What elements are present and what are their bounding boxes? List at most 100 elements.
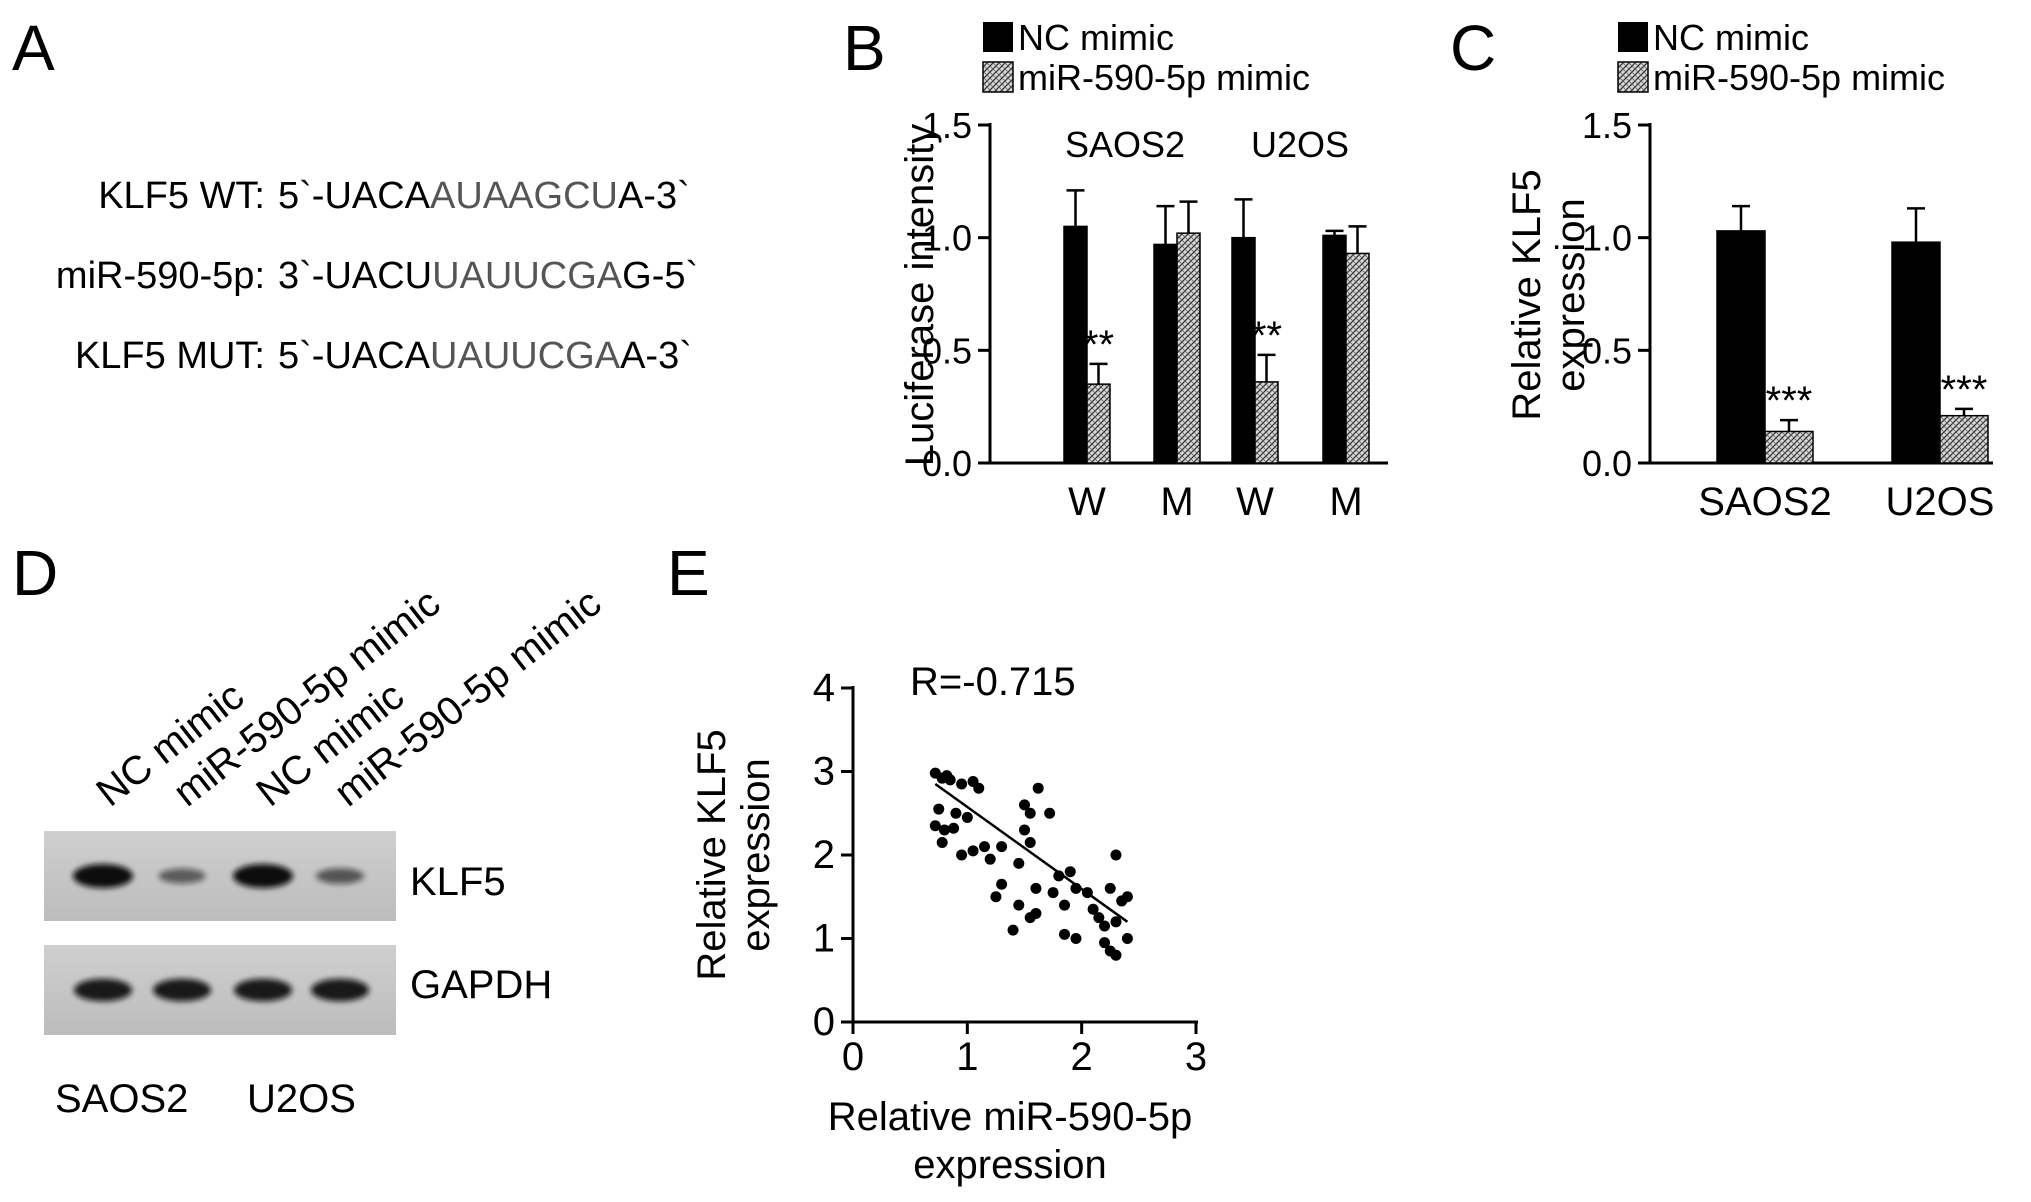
bar [1345,252,1370,464]
scatter-point [1024,807,1036,819]
blot-band [74,978,132,1002]
blot-band [153,978,211,1002]
scatter-point [1059,899,1071,911]
scatter-point [956,778,968,790]
scatter-point [1104,882,1116,894]
panel-b-chart: Luciferase intensity SAOS2 U2OS 0.0 0.5 1.… [898,105,1388,524]
y-tick-label: 0 [813,1000,835,1044]
panel-c-legend: NC mimic miR-590-5p mimic [1617,17,1945,98]
significance-marker: *** [1766,379,1813,423]
y-tick-label: 4 [813,666,835,710]
sequence-text: 5`-UACAAUAAGCUA-3` [278,175,690,217]
bar [1254,381,1279,464]
bar [1322,234,1347,464]
scatter-point [956,849,968,861]
x-tick-label: W [1236,480,1274,524]
panel-b-group-saos2: SAOS2 [1065,124,1185,165]
legend-swatch-nc-mimic [983,22,1013,52]
sequence-row-mir-590-5p: miR-590-5p: 3`-UACUUAUUCGAG-5` [56,255,698,297]
scatter-point [1013,899,1025,911]
panel-e-xlabel-line2: expression [913,1143,1106,1187]
scatter-point [1030,882,1042,894]
scatter-point [948,822,960,834]
legend-label-mir-mimic: miR-590-5p mimic [1018,57,1310,98]
scatter-point [1093,912,1105,924]
bar [1939,414,1989,464]
scatter-point [938,824,950,836]
x-tick-label: 0 [842,1035,864,1079]
scatter-point [1099,920,1111,932]
panel-e-correlation: R=-0.715 [910,660,1076,704]
regression-line [934,783,1129,923]
blot-band [73,864,133,888]
scatter-point [1064,866,1076,878]
panel-b-ylabel: Luciferase intensity [898,124,942,466]
scatter-point [1013,857,1025,869]
panel-e-ylabel-line2: expression [734,758,778,951]
y-tick-label: 1.0 [922,218,972,259]
blot-band [311,978,369,1002]
scatter-point [1019,824,1030,836]
scatter-point [1044,807,1056,819]
panel-c-chart: Relative KLF5 expression 0.0 0.5 1.0 1.5 SAO… [1505,105,1994,524]
panel-e-letter: E [667,537,710,609]
scatter-point [961,811,973,823]
scatter-point [944,774,956,786]
scatter-point [1024,836,1036,848]
bar [1176,232,1201,464]
x-tick-label: M [1329,480,1362,524]
blot-band [233,864,293,888]
sequence-row-klf5-mut: KLF5 MUT: 5`-UACAUAUUCGAA-3` [75,335,692,377]
scatter-point [1032,782,1044,794]
scatter-point [1070,933,1082,944]
scatter-point [1007,924,1019,936]
panel-a-sequences: KLF5 WT: 5`-UACAAUAAGCUA-3` miR-590-5p: … [56,175,698,377]
scatter-point [1087,903,1099,915]
y-tick-label: 0.5 [922,330,972,371]
blot-label-gapdh: GAPDH [410,963,552,1007]
scatter-point [936,836,948,848]
x-tick-label: SAOS2 [1698,480,1831,524]
sequence-label: KLF5 WT: [98,175,265,217]
legend-swatch-mir-mimic [1617,61,1649,93]
panel-b-group-u2os: U2OS [1251,124,1349,165]
scatter-point [1024,912,1036,924]
scatter-point [973,782,985,794]
scatter-point [1081,887,1093,899]
x-tick-label: M [1160,480,1193,524]
x-tick-label: 3 [1185,1035,1207,1079]
bar [1891,241,1941,464]
sequence-text: 5`-UACAUAUUCGAA-3` [278,335,692,377]
scatter-point [1110,849,1122,861]
y-tick-label: 0.0 [1582,443,1632,484]
scatter-point [1099,937,1111,949]
scatter-point [1053,870,1065,882]
legend-swatch-nc-mimic [1618,22,1648,52]
scatter-point [950,807,962,819]
scatter-point [984,853,996,865]
y-tick-label: 0.0 [922,443,972,484]
blot-band [316,868,364,884]
significance-marker: ** [1083,323,1114,367]
scatter-point [978,841,990,853]
scatter-point [1047,887,1059,899]
y-tick-label: 0.5 [1582,330,1632,371]
x-tick-label: W [1068,480,1106,524]
scatter-point [929,820,941,832]
scatter-point [996,878,1008,890]
panel-d-letter: D [12,537,58,609]
panel-d-western-blot: NC mimic miR-590-5p mimic NC mimic miR-5… [44,581,609,1121]
y-tick-label: 1.5 [1582,105,1632,146]
bar [1153,243,1178,464]
cell-line-saos2: SAOS2 [55,1077,188,1121]
bar [1716,230,1766,464]
y-tick-label: 3 [813,750,835,794]
sequence-label: KLF5 MUT: [75,335,265,377]
panel-e-xlabel-line1: Relative miR-590-5p [828,1095,1193,1139]
x-tick-label: 1 [956,1035,978,1079]
scatter-point [1110,916,1122,928]
panel-a-letter: A [12,12,55,84]
legend-label-nc-mimic: NC mimic [1653,17,1809,58]
scatter-point [1059,928,1071,940]
